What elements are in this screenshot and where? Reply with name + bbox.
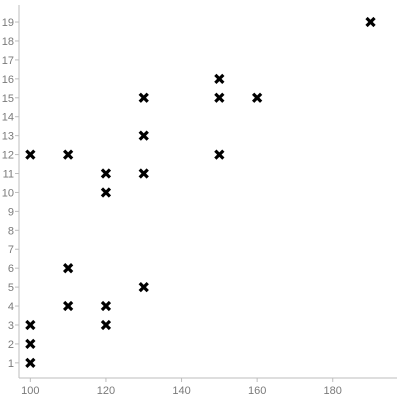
y-tick-label: 4 — [8, 301, 14, 313]
y-tick-label: 5 — [8, 282, 14, 294]
x-tick-label: 140 — [172, 385, 190, 397]
y-tick-label: 12 — [2, 150, 14, 162]
data-point — [100, 168, 112, 179]
data-point — [138, 92, 149, 103]
data-point — [138, 130, 149, 141]
x-tick-label: 180 — [324, 385, 342, 397]
y-tick-label: 10 — [2, 187, 14, 199]
data-point — [25, 338, 36, 350]
data-point — [138, 281, 149, 293]
data-point — [25, 149, 36, 160]
y-tick-label: 18 — [2, 36, 14, 48]
data-point — [252, 92, 263, 103]
y-tick-label: 15 — [2, 93, 14, 105]
data-point — [63, 263, 74, 274]
data-point — [100, 187, 112, 198]
data-point — [214, 92, 225, 103]
data-point — [214, 73, 225, 84]
y-tick-label: 2 — [8, 339, 14, 351]
data-point — [138, 168, 149, 179]
axes — [18, 5, 397, 379]
data-point — [214, 149, 225, 160]
y-tick-label: 9 — [8, 206, 14, 218]
y-tick-label: 7 — [8, 244, 14, 256]
y-tick-label: 6 — [8, 263, 14, 275]
data-point — [63, 149, 74, 160]
x-axis-ticks: 100 120 140 160 180 — [21, 378, 342, 397]
y-tick-label: 8 — [8, 225, 14, 237]
data-point — [25, 319, 36, 331]
y-tick-label: 17 — [2, 55, 14, 67]
data-point — [100, 319, 112, 331]
data-point — [365, 16, 376, 28]
x-tick-label: 100 — [21, 385, 39, 397]
data-point — [63, 300, 74, 312]
x-tick-label: 120 — [97, 385, 115, 397]
y-tick-label: 14 — [2, 112, 14, 124]
y-tick-label: 11 — [3, 169, 14, 181]
data-point — [25, 357, 36, 368]
data-point — [100, 300, 112, 312]
y-tick-label: 16 — [2, 74, 14, 86]
y-tick-label: 3 — [8, 320, 14, 332]
y-tick-label: 13 — [2, 131, 14, 143]
y-tick-label: 19 — [2, 17, 14, 29]
data-points — [25, 16, 376, 368]
x-tick-label: 160 — [248, 385, 266, 397]
y-tick-label: 1 — [8, 358, 14, 370]
